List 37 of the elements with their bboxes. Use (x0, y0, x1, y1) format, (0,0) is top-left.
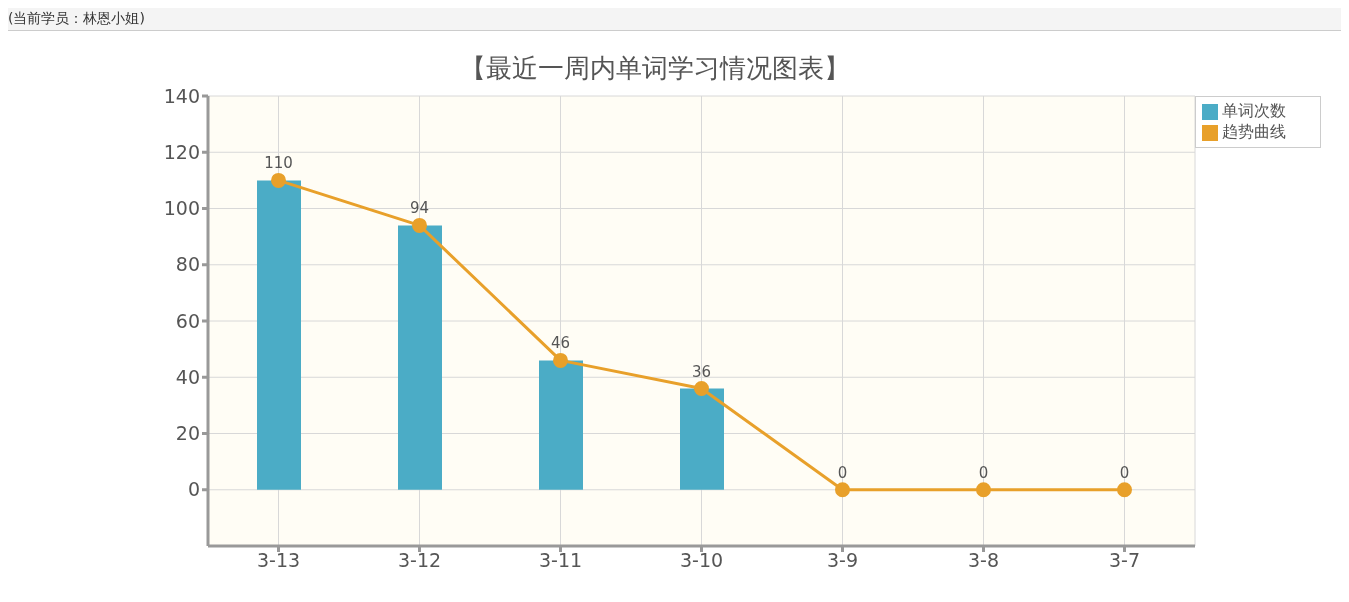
bar (257, 180, 301, 490)
y-tick-label: 100 (163, 197, 200, 220)
y-tick-label: 0 (187, 478, 200, 501)
x-tick-label: 3-8 (967, 549, 1000, 572)
x-tick-label: 3-12 (397, 549, 442, 572)
data-label: 46 (550, 334, 571, 353)
point (976, 482, 991, 498)
y-tick-label: 40 (175, 365, 200, 388)
data-label: 0 (1119, 463, 1130, 482)
chart-title: 【最近一周内单词学习情况图表】 (458, 52, 851, 85)
bar (398, 225, 442, 490)
y-tick-label: 60 (175, 309, 200, 332)
x-tick-label: 3-7 (1108, 549, 1141, 572)
point (835, 482, 850, 498)
text: (当前学员：林恩小姐) (8, 8, 1341, 31)
bar (680, 388, 724, 490)
y-tick-label: 120 (163, 140, 200, 163)
data-label: 0 (978, 463, 989, 482)
data-label: 110 (264, 154, 293, 173)
bar (539, 360, 583, 490)
data-label: 0 (837, 463, 848, 482)
point (271, 172, 286, 188)
data-label: 94 (409, 199, 430, 218)
x-tick-label: 3-11 (538, 549, 583, 572)
point (412, 217, 427, 233)
point (553, 352, 568, 368)
legend-label: 单词次数 (1222, 101, 1286, 120)
legend-label: 趋势曲线 (1222, 122, 1286, 141)
y-tick-label: 80 (175, 253, 200, 276)
point (1117, 482, 1132, 498)
y-tick-label: 140 (163, 84, 200, 107)
data-label: 36 (691, 362, 712, 381)
x-tick-label: 3-9 (826, 549, 859, 572)
x-tick-label: 3-13 (256, 549, 301, 572)
point (694, 381, 709, 396)
x-tick-label: 3-10 (679, 549, 724, 572)
y-tick-label: 20 (175, 422, 200, 445)
